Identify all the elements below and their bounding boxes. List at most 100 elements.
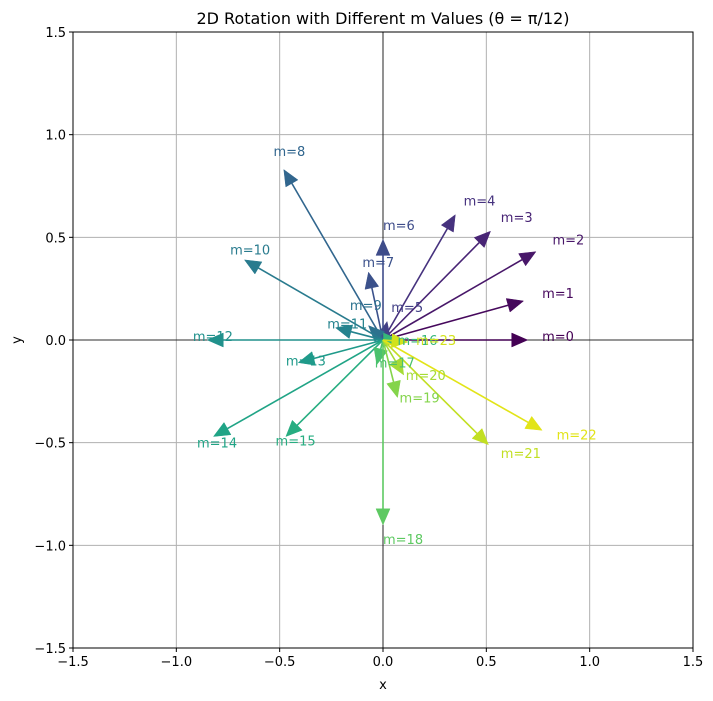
vector-label: m=0 — [542, 330, 574, 345]
vector-arrowhead — [518, 251, 537, 267]
vector-arrowhead — [334, 324, 354, 339]
vector-label: m=3 — [501, 211, 533, 226]
vector-series — [206, 169, 543, 526]
chart-title: 2D Rotation with Different m Values (θ =… — [196, 9, 569, 28]
vector-label: m=19 — [400, 391, 440, 406]
vector-arrowhead — [375, 238, 391, 256]
vector-label: m=16 — [397, 334, 437, 349]
vector-m-0 — [383, 332, 529, 348]
vector-m-18 — [375, 340, 391, 526]
vector-label: m=23 — [416, 334, 456, 349]
x-tick-label: 1.5 — [683, 655, 704, 670]
vector-label: m=17 — [375, 357, 415, 372]
vector-shaft — [350, 330, 384, 341]
vector-m-6 — [375, 238, 391, 340]
x-tick-label: 1.0 — [579, 655, 600, 670]
vector-label: m=10 — [230, 244, 270, 259]
vector-arrowhead — [373, 347, 388, 366]
vector-shaft — [382, 259, 523, 341]
y-tick-label: −1.5 — [34, 642, 66, 657]
vector-label: m=12 — [193, 330, 233, 345]
vector-shaft — [291, 182, 384, 341]
y-tick-label: −0.5 — [34, 437, 66, 452]
vector-m-12 — [206, 332, 383, 348]
vector-arrowhead — [505, 298, 525, 313]
vector-label: m=6 — [383, 219, 415, 234]
vector-shaft — [296, 339, 384, 426]
vector-arrowhead — [212, 422, 232, 437]
vector-label: m=9 — [350, 299, 382, 314]
vector-label: m=7 — [362, 256, 394, 271]
x-tick-label: −1.0 — [161, 655, 193, 670]
vector-m-3 — [382, 230, 491, 341]
vector-labels: m=0 m=1 m=2 m=3 m=4 m=5 m=6 m=7 m=8 m=9 m=10 m=11 m=… — [193, 145, 597, 548]
ticks: −1.5 −1.0 −0.5 0.0 0.5 1.0 1.5 −1.5 −1.0 −0.5 0.0 0… — [34, 26, 703, 670]
vector-label: m=21 — [501, 447, 541, 462]
y-axis-label: y — [10, 336, 25, 344]
vector-arrowhead — [440, 214, 456, 233]
vector-m-19 — [382, 339, 401, 399]
vector-label: m=5 — [391, 301, 423, 316]
vector-m-22 — [382, 339, 543, 431]
vector-m-1 — [382, 298, 525, 341]
vector-shaft — [382, 339, 529, 424]
x-tick-label: −1.5 — [57, 655, 89, 670]
vector-m-23 — [382, 333, 409, 349]
y-tick-label: 1.5 — [45, 26, 66, 41]
x-tick-label: 0.5 — [476, 655, 497, 670]
vector-m-11 — [334, 324, 384, 341]
vector-shaft — [382, 339, 395, 383]
vector-arrowhead — [375, 508, 391, 526]
vector-arrowhead — [471, 428, 489, 446]
vector-m-4 — [382, 214, 456, 341]
vector-label: m=1 — [542, 287, 574, 302]
vector-label: m=20 — [406, 369, 446, 384]
vector-arrowhead — [283, 169, 299, 188]
vector-label: m=13 — [286, 355, 326, 370]
vector-arrowhead — [364, 271, 380, 290]
vector-shaft — [382, 228, 449, 341]
vector-shaft — [382, 304, 509, 341]
vector-m-14 — [212, 339, 384, 437]
x-axis-label: x — [379, 678, 387, 693]
vector-arrowhead — [389, 357, 405, 376]
vector-arrowhead — [524, 415, 543, 431]
x-tick-label: 0.0 — [373, 655, 394, 670]
y-tick-label: 0.0 — [45, 334, 66, 349]
vector-m-8 — [283, 169, 384, 341]
vector-label: m=2 — [552, 233, 584, 248]
y-tick-label: 1.0 — [45, 129, 66, 144]
vector-shaft — [257, 267, 384, 341]
y-tick-label: 0.5 — [45, 231, 66, 246]
vector-label: m=14 — [197, 437, 237, 452]
vector-label: m=18 — [383, 533, 423, 548]
vector-label: m=22 — [557, 428, 597, 443]
vector-shaft — [382, 241, 480, 341]
vector-shaft — [382, 339, 397, 362]
vector-label: m=8 — [273, 145, 305, 160]
vector-arrowhead — [297, 351, 316, 366]
vector-arrowhead — [285, 419, 303, 437]
vector-arrowhead — [386, 379, 401, 399]
y-tick-label: −1.0 — [34, 539, 66, 554]
vector-arrowhead — [243, 259, 263, 275]
vector-label: m=15 — [276, 435, 316, 450]
vector-arrowhead — [511, 332, 529, 348]
vector-m-13 — [297, 339, 384, 366]
vector-shaft — [227, 339, 384, 430]
vector-shaft — [382, 339, 392, 342]
vector-m-10 — [243, 259, 384, 341]
vector-arrowhead — [206, 332, 224, 348]
vector-m-20 — [382, 339, 405, 376]
x-tick-label: −0.5 — [264, 655, 296, 670]
vector-m-2 — [382, 251, 537, 341]
vector-label: m=11 — [327, 318, 367, 333]
vector-arrowhead — [473, 230, 491, 248]
vector-m-21 — [382, 339, 489, 446]
vector-label: m=4 — [464, 194, 496, 209]
vector-shaft — [313, 339, 384, 360]
vector-m-15 — [285, 339, 384, 437]
vector-shaft — [382, 339, 478, 435]
